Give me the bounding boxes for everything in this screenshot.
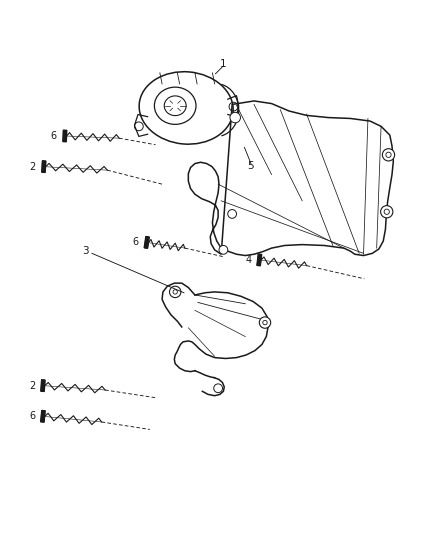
Circle shape <box>170 286 181 297</box>
Circle shape <box>228 209 237 219</box>
Text: 2: 2 <box>29 381 35 391</box>
Polygon shape <box>257 254 261 266</box>
Circle shape <box>230 112 240 123</box>
Text: 6: 6 <box>133 237 139 247</box>
Text: 2: 2 <box>30 161 36 172</box>
Polygon shape <box>63 130 67 142</box>
Polygon shape <box>42 161 46 172</box>
Circle shape <box>219 246 228 254</box>
Polygon shape <box>144 237 149 248</box>
Text: 6: 6 <box>29 411 35 421</box>
Circle shape <box>381 206 393 218</box>
Circle shape <box>259 317 271 328</box>
Text: 4: 4 <box>245 255 251 265</box>
Circle shape <box>382 149 395 161</box>
Text: 5: 5 <box>247 161 254 171</box>
Circle shape <box>214 384 223 393</box>
Polygon shape <box>41 410 45 422</box>
Text: 1: 1 <box>220 59 227 69</box>
Polygon shape <box>41 380 45 391</box>
Text: 3: 3 <box>82 246 89 256</box>
Text: 6: 6 <box>51 131 57 141</box>
Polygon shape <box>188 101 393 255</box>
